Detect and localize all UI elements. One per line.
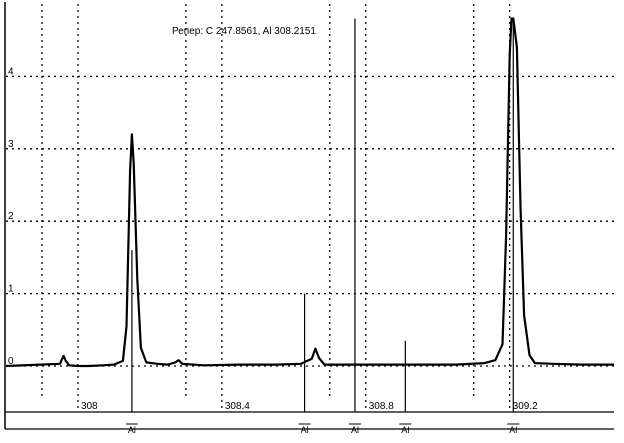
y-tick-labels: 0 1 2 3 4 (8, 66, 14, 367)
line-marker-label: Al (351, 425, 359, 435)
x-tick-label: 308.8 (369, 401, 394, 412)
line-marker-label: Al (128, 425, 136, 435)
y-tick-label: 0 (8, 356, 14, 367)
y-tick-label: 3 (8, 139, 14, 150)
x-tick-label: 309.2 (513, 401, 538, 412)
frame (4, 2, 614, 430)
x-tick-label: 308.4 (225, 401, 250, 412)
x-tick-label: 308 (81, 401, 98, 412)
reference-lines (131, 18, 514, 412)
reference-annotation: Репер: C 247.8561, Al 308.2151 (172, 26, 316, 37)
line-marker-label: Al (301, 425, 309, 435)
series-layer (5, 17, 614, 368)
y-tick-label: 1 (8, 284, 14, 295)
line-marker-label: Al (401, 425, 409, 435)
y-tick-label: 2 (8, 211, 14, 222)
line-markers: Al Al Al Al Al (125, 423, 520, 435)
spectrum-series-1 (5, 17, 614, 368)
grid (6, 4, 614, 412)
line-marker-label: Al (509, 425, 517, 435)
x-tick-labels: 308 308.4 308.8 309.2 (81, 401, 538, 412)
y-tick-label: 4 (8, 66, 14, 77)
